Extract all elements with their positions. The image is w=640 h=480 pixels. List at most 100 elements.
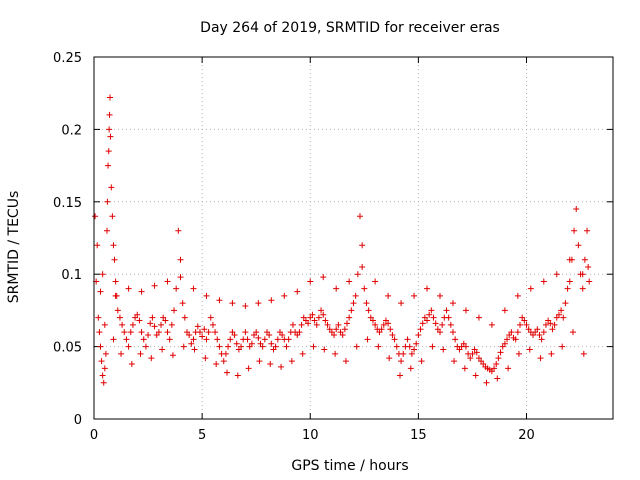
- data-point: [289, 321, 296, 328]
- data-point: [97, 343, 104, 350]
- data-point: [419, 320, 426, 327]
- data-point: [202, 355, 209, 362]
- data-point: [559, 343, 566, 350]
- data-point: [437, 292, 443, 299]
- data-point: [493, 360, 500, 367]
- data-point: [207, 314, 214, 321]
- data-point: [365, 307, 372, 314]
- data-point: [497, 349, 504, 356]
- data-point: [281, 292, 288, 299]
- data-point: [256, 358, 263, 365]
- data-point: [537, 355, 544, 362]
- data-point: [483, 379, 490, 386]
- data-point: [245, 365, 252, 372]
- data-point: [101, 365, 108, 372]
- data-point: [166, 336, 173, 343]
- data-point: [103, 227, 110, 234]
- data-point: [386, 355, 393, 362]
- data-point: [452, 336, 459, 343]
- data-point: [488, 321, 495, 328]
- y-tick-label: 0.25: [53, 51, 82, 66]
- data-point: [359, 263, 366, 270]
- data-point: [242, 303, 249, 310]
- data-point: [449, 300, 456, 307]
- data-point: [212, 329, 219, 336]
- data-point: [159, 346, 166, 353]
- data-point: [190, 336, 197, 343]
- data-point: [164, 329, 171, 336]
- data-point: [296, 329, 303, 336]
- data-point: [346, 278, 353, 285]
- chart-title: Day 264 of 2019, SRMTID for receiver era…: [200, 20, 500, 36]
- x-tick-label: 0: [90, 428, 98, 443]
- data-point: [127, 329, 134, 336]
- data-point: [106, 111, 113, 118]
- data-point: [333, 285, 340, 292]
- data-point: [299, 350, 306, 357]
- data-point: [233, 340, 240, 347]
- data-point: [473, 349, 480, 356]
- data-point: [393, 343, 400, 350]
- data-point: [205, 329, 212, 336]
- data-point: [305, 320, 312, 327]
- data-point: [548, 350, 555, 357]
- data-point: [517, 321, 524, 328]
- data-point: [353, 343, 360, 350]
- data-point: [175, 227, 182, 234]
- data-point: [307, 278, 314, 285]
- data-point: [504, 336, 511, 343]
- data-point: [145, 332, 152, 339]
- data-point: [220, 358, 227, 365]
- data-point: [540, 329, 547, 336]
- data-point: [398, 358, 405, 365]
- data-point: [311, 317, 318, 324]
- data-point: [223, 369, 230, 376]
- data-point: [188, 340, 195, 347]
- data-point: [99, 372, 106, 379]
- data-point: [149, 314, 156, 321]
- data-point: [242, 329, 249, 336]
- data-point: [538, 336, 545, 343]
- data-point: [315, 314, 322, 321]
- data-point: [95, 314, 102, 321]
- data-point: [369, 317, 376, 324]
- data-point: [586, 278, 593, 285]
- data-point: [148, 355, 155, 362]
- plot-frame: [93, 56, 614, 420]
- data-point: [268, 297, 275, 304]
- data-point: [585, 263, 592, 270]
- data-point: [123, 336, 130, 343]
- data-point: [216, 343, 223, 350]
- data-point: [238, 343, 245, 350]
- data-point: [566, 278, 573, 285]
- data-point: [339, 332, 346, 339]
- y-axis-title: SRMTID / TECUs: [6, 191, 22, 304]
- data-point: [346, 314, 353, 321]
- data-point: [331, 332, 338, 339]
- data-point: [110, 242, 117, 249]
- x-tick-label: 5: [198, 428, 206, 443]
- data-point: [248, 340, 255, 347]
- data-point: [584, 227, 591, 234]
- data-point: [125, 285, 132, 292]
- data-point: [429, 343, 436, 350]
- data-point: [350, 300, 357, 307]
- data-point: [475, 314, 482, 321]
- data-point: [190, 285, 197, 292]
- y-tick-label: 0.1: [61, 268, 82, 283]
- data-point: [259, 343, 266, 350]
- data-point: [515, 350, 522, 357]
- data-point: [333, 326, 340, 333]
- data-point: [508, 329, 515, 336]
- data-point: [580, 350, 587, 357]
- data-point: [199, 333, 206, 340]
- data-point: [472, 372, 479, 379]
- data-point: [158, 321, 165, 328]
- data-point: [125, 343, 132, 350]
- data-point: [385, 320, 392, 327]
- data-point: [571, 227, 578, 234]
- data-point: [191, 346, 198, 353]
- data-point: [424, 317, 431, 324]
- data-point: [106, 126, 113, 133]
- data-point: [359, 242, 366, 249]
